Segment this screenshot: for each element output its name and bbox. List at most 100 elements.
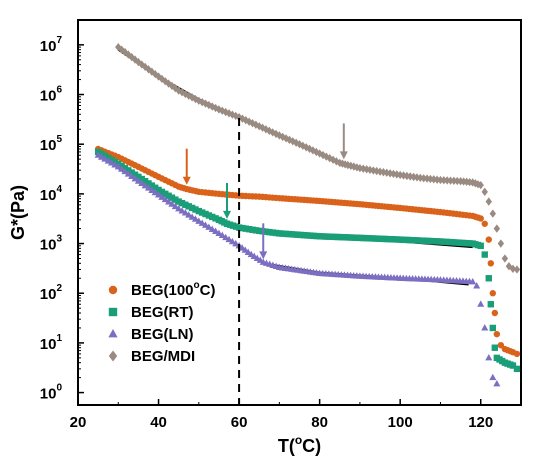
- data-point: [155, 186, 162, 194]
- data-point: [108, 159, 116, 166]
- data-point: [191, 215, 199, 222]
- data-point: [185, 211, 193, 218]
- y-tick-base: 10: [40, 88, 57, 105]
- data-point: [175, 198, 182, 205]
- data-point: [151, 188, 159, 196]
- data-point: [162, 190, 169, 198]
- x-tick-label: 20: [70, 414, 87, 431]
- data-point: [131, 174, 139, 182]
- data-point: [487, 301, 494, 308]
- data-point: [158, 188, 166, 196]
- data-point: [161, 195, 169, 203]
- arrow-head-1: [223, 210, 232, 219]
- data-point: [245, 117, 253, 126]
- data-point: [134, 177, 142, 184]
- y-tick-base: 10: [40, 187, 57, 204]
- data-point: [141, 178, 149, 185]
- x-tick-label: 100: [388, 414, 413, 431]
- data-point: [497, 239, 505, 248]
- data-point: [131, 171, 139, 178]
- data-point: [212, 215, 219, 222]
- arrow-head-0: [182, 176, 191, 185]
- data-point: [171, 202, 179, 210]
- data-point: [446, 238, 454, 246]
- data-point: [481, 324, 489, 331]
- data-point: [215, 229, 223, 236]
- y-tick-base: 10: [40, 286, 57, 303]
- legend-label-tail: C): [200, 282, 216, 299]
- y-tick-exponent: 3: [56, 234, 62, 245]
- data-point: [447, 176, 454, 185]
- data-point: [477, 180, 484, 190]
- data-point: [463, 239, 470, 247]
- data-point: [235, 113, 243, 122]
- legend-label-1: BEG(RT): [131, 304, 194, 321]
- data-point: [202, 99, 209, 108]
- data-point: [192, 206, 199, 213]
- x-tick-label: 120: [468, 414, 493, 431]
- data-point: [212, 227, 220, 234]
- data-point: [158, 193, 166, 200]
- data-point: [501, 254, 509, 263]
- data-point: [111, 161, 119, 168]
- x-axis-label-sup: o: [295, 433, 302, 447]
- y-tick-base: 10: [40, 38, 57, 55]
- data-point: [148, 182, 156, 189]
- data-point: [443, 176, 451, 185]
- data-point: [219, 106, 226, 115]
- data-point: [485, 275, 492, 282]
- data-point: [269, 229, 276, 236]
- data-point: [489, 209, 497, 218]
- data-point: [235, 224, 243, 231]
- y-tick-label: 103: [40, 234, 63, 254]
- data-point: [493, 330, 501, 338]
- data-point: [128, 172, 136, 179]
- data-point: [185, 203, 192, 210]
- arrow-head-3: [339, 151, 348, 160]
- data-point: [228, 237, 236, 245]
- data-point: [437, 238, 444, 245]
- x-axis-label-unit: C): [302, 436, 321, 456]
- data-point: [487, 260, 494, 267]
- data-point: [489, 324, 497, 332]
- data-point: [178, 199, 186, 207]
- data-point: [198, 209, 206, 216]
- data-point: [262, 228, 270, 235]
- data-point: [481, 251, 488, 258]
- data-point: [178, 207, 186, 214]
- y-tick-label: 100: [40, 383, 63, 403]
- data-point: [138, 175, 145, 183]
- data-point: [252, 227, 260, 234]
- data-point: [245, 226, 253, 233]
- data-point: [124, 170, 132, 177]
- legend-marker-2: [108, 328, 118, 338]
- x-tick-label: 60: [231, 414, 248, 431]
- series-2: [94, 151, 501, 387]
- data-point: [239, 224, 246, 232]
- y-tick-exponent: 0: [56, 383, 62, 394]
- data-point: [437, 175, 444, 185]
- data-point: [182, 201, 189, 208]
- data-point: [456, 239, 463, 246]
- legend-label-3: BEG/MDI: [131, 348, 195, 365]
- data-point: [485, 197, 492, 206]
- data-point: [513, 265, 521, 274]
- legend-marker-3: [108, 350, 118, 362]
- data-point: [94, 151, 102, 158]
- data-point: [188, 213, 196, 220]
- data-point: [195, 217, 203, 224]
- legend-label-base: BEG(LN): [131, 326, 194, 343]
- data-point: [168, 194, 176, 201]
- data-point: [145, 180, 152, 187]
- data-point: [440, 176, 448, 185]
- data-point: [453, 239, 460, 246]
- y-tick-exponent: 1: [56, 333, 62, 344]
- data-point: [168, 200, 176, 207]
- legend-label-base: BEG(100: [131, 282, 194, 299]
- data-point: [202, 210, 209, 218]
- data-point: [477, 242, 484, 250]
- data-point: [485, 236, 492, 243]
- data-point: [209, 213, 216, 221]
- data-point: [175, 204, 183, 212]
- y-tick-label: 105: [40, 134, 63, 154]
